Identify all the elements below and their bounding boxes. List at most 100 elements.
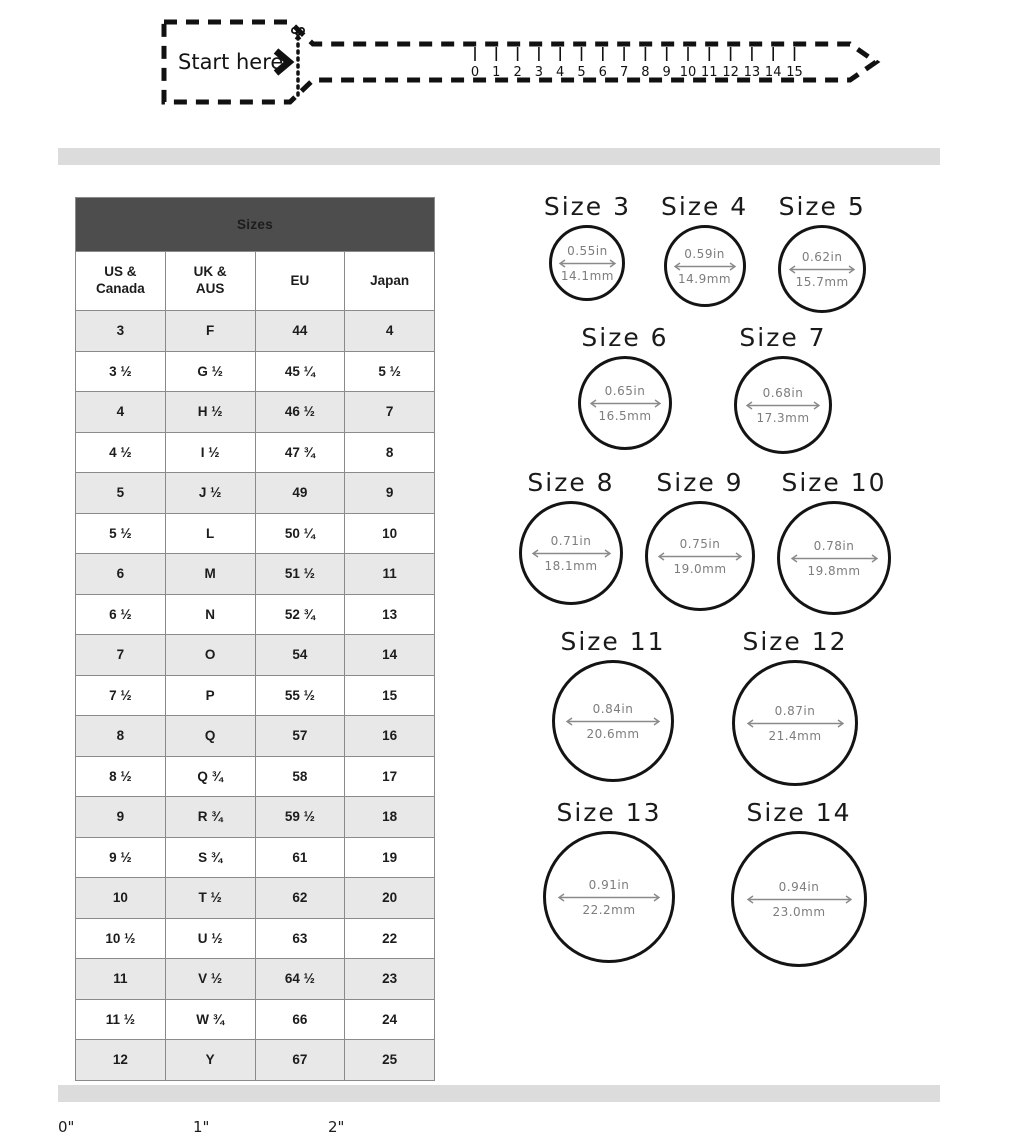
table-cell: Q — [164, 715, 256, 757]
ruler-number: 15 — [786, 65, 803, 80]
table-row: 3 F 44 4 — [75, 310, 435, 352]
diameter-arrow-icon — [556, 892, 662, 902]
ruler-number: 10 — [680, 65, 697, 80]
ruler-number: 13 — [744, 65, 761, 80]
table-cell: 9 ½ — [75, 836, 166, 878]
table-cell: 6 — [75, 553, 166, 595]
table-cell: 4 ½ — [75, 431, 166, 473]
ring-diameter-inches: 0.65in — [604, 383, 646, 398]
table-cell: 58 — [254, 755, 346, 797]
ring-size-item: Size 12 0.87in 21.4mm — [732, 627, 858, 786]
table-cell: J ½ — [164, 472, 256, 514]
strip-ruler-numbers: 0 1 2 3 4 5 6 7 8 9 10 11 12 13 14 15 — [471, 65, 803, 80]
ruler-number: 12 — [722, 65, 739, 80]
divider-bar-top — [58, 148, 940, 165]
ruler-number: 7 — [620, 65, 628, 80]
ring-circle: 0.87in 21.4mm — [732, 660, 858, 786]
table-cell: G ½ — [164, 350, 256, 392]
table-cell: 46 ½ — [254, 391, 346, 433]
ring-row: Size 11 0.84in 20.6mm Size 12 0.87in 21.4mm — [455, 627, 955, 786]
ring-diameter-mm: 14.1mm — [560, 268, 614, 283]
table-row: 7 O 54 14 — [75, 634, 435, 676]
table-cell: 5 ½ — [344, 350, 435, 392]
table-column-header: US & Canada — [75, 251, 166, 311]
ring-diameter-inches: 0.71in — [550, 533, 592, 548]
inch-ruler: 0" 1" 2" — [58, 1118, 958, 1138]
ring-circle: 0.59in 14.9mm — [663, 225, 746, 307]
ring-diameter-inches: 0.91in — [588, 877, 630, 892]
inch-mark-label: 2" — [328, 1118, 345, 1136]
table-cell: 18 — [344, 796, 435, 838]
ring-diameter-inches: 0.68in — [762, 385, 804, 400]
ring-circle: 0.62in 15.7mm — [778, 225, 867, 313]
table-cell: V ½ — [164, 958, 256, 1000]
ring-circle: 0.91in 22.2mm — [543, 831, 675, 963]
table-cell: 8 ½ — [75, 755, 166, 797]
ring-diameter-inches: 0.78in — [813, 538, 855, 553]
ring-size-item: Size 11 0.84in 20.6mm — [552, 627, 674, 786]
ring-diameter-mm: 18.1mm — [544, 558, 598, 573]
table-cell: 24 — [344, 998, 435, 1040]
table-cell: 22 — [344, 917, 435, 959]
ring-diameter-mm: 21.4mm — [768, 728, 822, 743]
ring-size-label: Size 13 — [556, 798, 662, 827]
table-cell: I ½ — [164, 431, 256, 473]
table-cell: U ½ — [164, 917, 256, 959]
table-cell: P — [164, 674, 256, 716]
divider-bar-bottom — [58, 1085, 940, 1102]
table-cell: 11 — [75, 958, 166, 1000]
table-cell: Y — [164, 1039, 256, 1081]
table-cell: 7 — [344, 391, 435, 433]
table-cell: 51 ½ — [254, 553, 346, 595]
table-cell: 44 — [254, 310, 346, 352]
start-here-label: Start here — [178, 50, 283, 74]
table-cell: 25 — [344, 1039, 435, 1081]
ruler-number: 2 — [513, 65, 521, 80]
table-cell: 47 ¾ — [254, 431, 346, 473]
ring-size-item: Size 6 0.65in 16.5mm — [578, 323, 672, 454]
table-cell: 61 — [254, 836, 346, 878]
ring-diameter-mm: 16.5mm — [598, 408, 652, 423]
diameter-arrow-icon — [557, 258, 618, 268]
ring-circle: 0.84in 20.6mm — [552, 660, 674, 782]
table-cell: 52 ¾ — [254, 593, 346, 635]
ring-row: Size 6 0.65in 16.5mm Size 7 0.68in 17.3mm — [455, 323, 955, 454]
diameter-arrow-icon — [656, 551, 744, 561]
table-row: 5 ½ L 50 ¼ 10 — [75, 512, 435, 554]
ring-size-item: Size 7 0.68in 17.3mm — [734, 323, 832, 454]
table-cell: 15 — [344, 674, 435, 716]
ring-size-label: Size 11 — [560, 627, 666, 656]
ring-size-label: Size 10 — [781, 468, 887, 497]
table-cell: M — [164, 553, 256, 595]
diameter-arrow-icon — [564, 716, 662, 726]
diameter-arrow-icon — [672, 261, 738, 271]
table-cell: 66 — [254, 998, 346, 1040]
diameter-arrow-icon — [745, 894, 854, 904]
table-row: 12 Y 67 25 — [75, 1039, 435, 1081]
table-cell: T ½ — [164, 877, 256, 919]
ring-size-item: Size 5 0.62in 15.7mm — [778, 192, 867, 313]
table-cell: 11 — [344, 553, 435, 595]
table-cell: O — [164, 634, 256, 676]
table-cell: 10 ½ — [75, 917, 166, 959]
ring-circle: 0.65in 16.5mm — [578, 356, 672, 450]
ring-size-label: Size 3 — [543, 192, 631, 221]
ruler-number: 9 — [663, 65, 671, 80]
ring-diameter-mm: 14.9mm — [678, 271, 732, 286]
table-cell: 17 — [344, 755, 435, 797]
ruler-number: 6 — [599, 65, 607, 80]
diameter-arrow-icon — [787, 264, 857, 274]
inch-mark-label: 1" — [193, 1118, 210, 1136]
table-cell: N — [164, 593, 256, 635]
table-cell: 16 — [344, 715, 435, 757]
table-cell: 7 — [75, 634, 166, 676]
table-cell: 4 — [75, 391, 166, 433]
table-cell: 57 — [254, 715, 346, 757]
ring-diameter-mm: 22.2mm — [582, 902, 636, 917]
ring-sizer-strip: Start here 0 1 2 3 4 5 6 7 8 9 10 11 12 13 14 15 — [150, 8, 890, 116]
ruler-number: 5 — [577, 65, 585, 80]
ring-circle: 0.71in 18.1mm — [519, 501, 623, 605]
